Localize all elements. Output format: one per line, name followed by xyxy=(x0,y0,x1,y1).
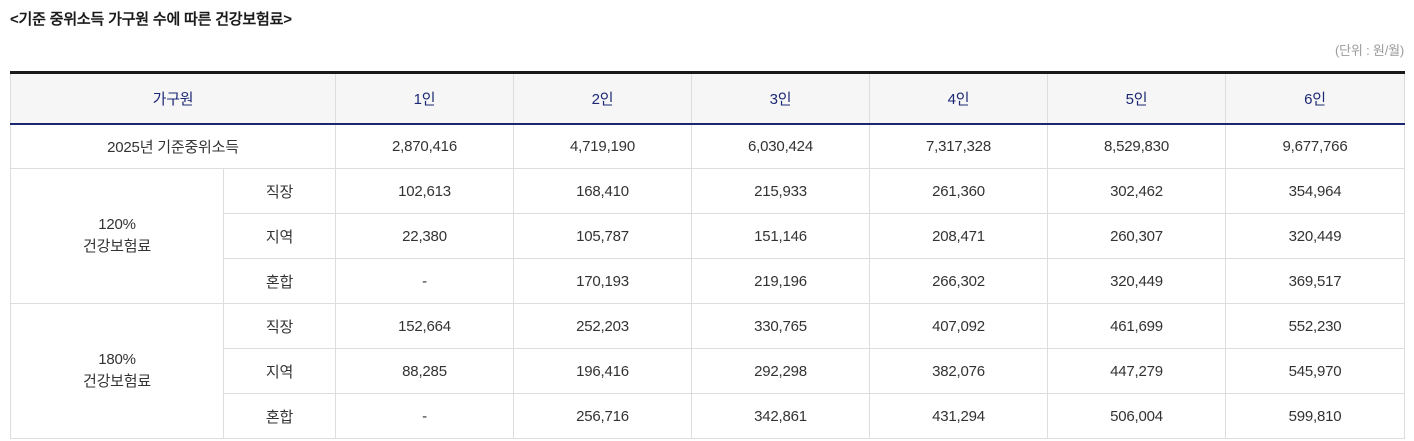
value-cell: - xyxy=(335,393,514,439)
value-cell: 256,716 xyxy=(513,393,692,439)
value-cell: 260,307 xyxy=(1047,213,1226,259)
value-cell: 506,004 xyxy=(1047,393,1226,439)
value-cell: 320,449 xyxy=(1047,258,1226,304)
value-cell: 407,092 xyxy=(869,303,1048,349)
value-cell: 552,230 xyxy=(1225,303,1405,349)
header-cell-4person: 4인 xyxy=(869,72,1048,125)
value-cell: 266,302 xyxy=(869,258,1048,304)
value-cell: 102,613 xyxy=(335,168,514,214)
sub-label-workplace: 직장 xyxy=(223,303,336,349)
median-income-row: 2025년 기준중위소득 2,870,416 4,719,190 6,030,4… xyxy=(10,123,1405,169)
value-cell: 382,076 xyxy=(869,348,1048,394)
value-cell: 431,294 xyxy=(869,393,1048,439)
value-cell: 354,964 xyxy=(1225,168,1405,214)
table-row-180-workplace: 180% 건강보험료 직장 152,664 252,203 330,765 40… xyxy=(10,303,1405,439)
group-label-percent: 180% xyxy=(98,351,136,369)
value-cell: 9,677,766 xyxy=(1225,123,1405,169)
value-cell: 151,146 xyxy=(691,213,870,259)
value-cell: 369,517 xyxy=(1225,258,1405,304)
header-cell-5person: 5인 xyxy=(1047,72,1226,125)
value-cell: 208,471 xyxy=(869,213,1048,259)
group-label-percent: 120% xyxy=(98,216,136,234)
sub-label-regional: 지역 xyxy=(223,348,336,394)
value-cell: 2,870,416 xyxy=(335,123,514,169)
value-cell: 170,193 xyxy=(513,258,692,304)
value-cell: 152,664 xyxy=(335,303,514,349)
value-cell: 8,529,830 xyxy=(1047,123,1226,169)
value-cell: 599,810 xyxy=(1225,393,1405,439)
table-row-180-mixed: 혼합 - 256,716 342,861 431,294 506,004 599… xyxy=(11,393,1405,439)
table-row-120-workplace: 120% 건강보험료 직장 102,613 168,410 215,933 26… xyxy=(10,168,1405,304)
value-cell: 22,380 xyxy=(335,213,514,259)
value-cell: 7,317,328 xyxy=(869,123,1048,169)
sub-label-regional: 지역 xyxy=(223,213,336,259)
value-cell: 196,416 xyxy=(513,348,692,394)
group-label-text: 건강보험료 xyxy=(82,373,151,390)
value-cell: 4,719,190 xyxy=(513,123,692,169)
value-cell: 292,298 xyxy=(691,348,870,394)
unit-label: (단위 : 원/월) xyxy=(1335,43,1404,58)
value-cell: 320,449 xyxy=(1225,213,1405,259)
group-label-120: 120% 건강보험료 xyxy=(10,168,224,304)
value-cell: 88,285 xyxy=(335,348,514,394)
header-row: 가구원 1인 2인 3인 4인 5인 6인 xyxy=(10,72,1405,125)
header-cell-6person: 6인 xyxy=(1225,72,1405,125)
value-cell: 342,861 xyxy=(691,393,870,439)
sub-label-workplace: 직장 xyxy=(223,168,336,214)
value-cell: 168,410 xyxy=(513,168,692,214)
value-cell: 461,699 xyxy=(1047,303,1226,349)
value-cell: 6,030,424 xyxy=(691,123,870,169)
page-title: <기준 중위소득 가구원 수에 따른 건강보험료> xyxy=(10,11,292,28)
value-cell: 447,279 xyxy=(1047,348,1226,394)
group-label-180: 180% 건강보험료 xyxy=(10,303,224,439)
header-cell-2person: 2인 xyxy=(513,72,692,125)
header-cell-household: 가구원 xyxy=(10,72,336,125)
header-cell-1person: 1인 xyxy=(335,72,514,125)
value-cell: 261,360 xyxy=(869,168,1048,214)
value-cell: 252,203 xyxy=(513,303,692,349)
header-cell-3person: 3인 xyxy=(691,72,870,125)
value-cell: - xyxy=(335,258,514,304)
table-row-120-regional: 지역 22,380 105,787 151,146 208,471 260,30… xyxy=(11,213,1405,259)
value-cell: 219,196 xyxy=(691,258,870,304)
health-premium-table: 가구원 1인 2인 3인 4인 5인 6인 2025년 기준중위소득 2,870… xyxy=(10,71,1405,439)
sub-label-mixed: 혼합 xyxy=(223,393,336,439)
value-cell: 105,787 xyxy=(513,213,692,259)
value-cell: 330,765 xyxy=(691,303,870,349)
value-cell: 545,970 xyxy=(1225,348,1405,394)
group-label-text: 건강보험료 xyxy=(82,238,151,255)
row-label-median-income: 2025년 기준중위소득 xyxy=(10,123,336,169)
value-cell: 215,933 xyxy=(691,168,870,214)
value-cell: 302,462 xyxy=(1047,168,1226,214)
table-row-180-regional: 지역 88,285 196,416 292,298 382,076 447,27… xyxy=(11,348,1405,394)
sub-label-mixed: 혼합 xyxy=(223,258,336,304)
